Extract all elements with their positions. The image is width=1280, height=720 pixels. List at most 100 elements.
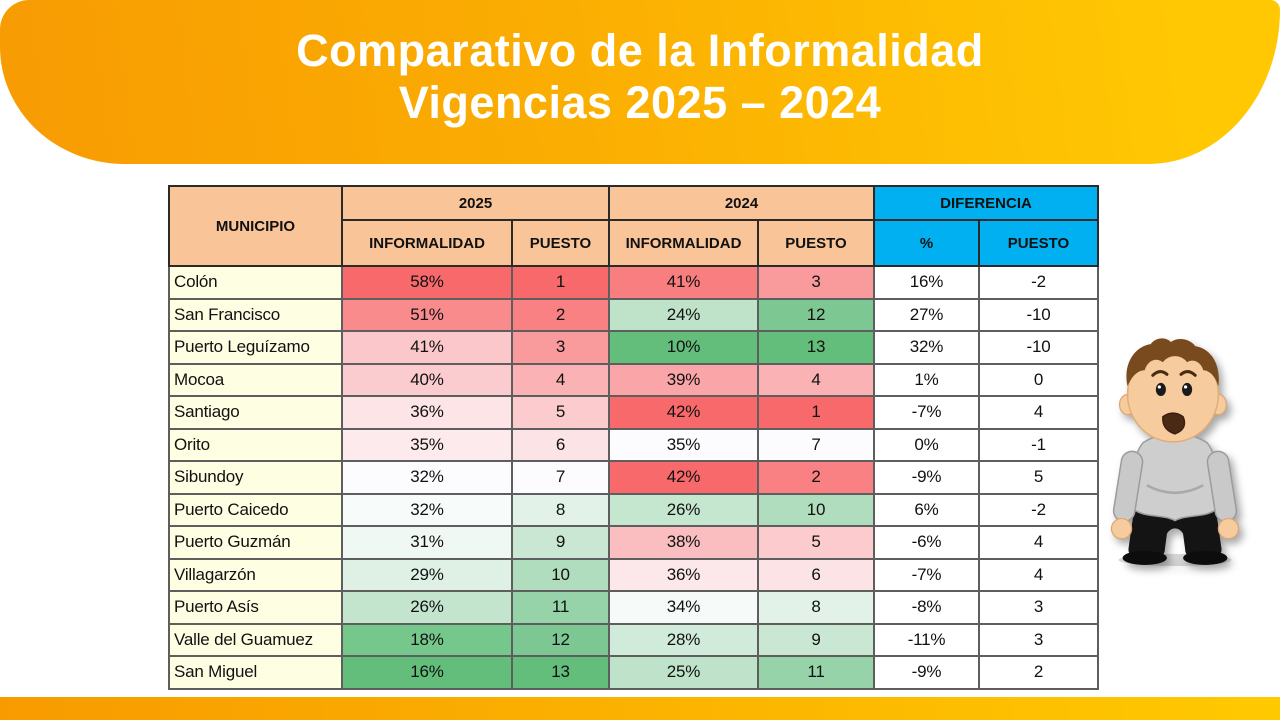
puesto-2024-cell: 2	[757, 460, 875, 495]
informalidad-2024-cell: 25%	[608, 655, 759, 690]
puesto-2025-cell: 10	[511, 557, 610, 592]
informalidad-2025-cell: 18%	[341, 622, 513, 657]
table-row: Santiago 36% 5 42% 1 -7% 4	[168, 395, 1100, 430]
puesto-2024-cell: 3	[757, 265, 875, 300]
puesto-2025-cell: 3	[511, 330, 610, 365]
municipio-cell: Orito	[168, 427, 343, 462]
diff-puesto-cell: -10	[977, 297, 1100, 332]
puesto-2025-header: PUESTO	[511, 219, 610, 267]
puesto-2024-cell: 4	[757, 362, 875, 397]
year-2024-header: 2024	[608, 185, 875, 221]
diff-pct-cell: -9%	[873, 655, 980, 690]
title-line-2: Vigencias 2025 – 2024	[398, 76, 882, 128]
footer-bar	[0, 697, 1280, 720]
diff-puesto-cell: 5	[977, 460, 1100, 495]
informalidad-2024-cell: 34%	[608, 590, 759, 625]
informalidad-2025-cell: 29%	[341, 557, 513, 592]
municipio-cell: San Miguel	[168, 655, 343, 690]
informalidad-2025-cell: 41%	[341, 330, 513, 365]
header-row-subcolumns: INFORMALIDAD PUESTO INFORMALIDAD PUESTO …	[169, 219, 1100, 267]
puesto-2024-cell: 8	[757, 590, 875, 625]
informalidad-2024-cell: 41%	[608, 265, 759, 300]
page-title: Comparativo de la Informalidad Vigencias…	[0, 0, 1280, 129]
diff-puesto-header: PUESTO	[977, 219, 1100, 267]
diff-pct-cell: -8%	[873, 590, 980, 625]
informalidad-2025-cell: 32%	[341, 460, 513, 495]
puesto-2025-cell: 12	[511, 622, 610, 657]
municipio-cell: Valle del Guamuez	[168, 622, 343, 657]
table-row: Puerto Asís 26% 11 34% 8 -8% 3	[168, 590, 1100, 625]
informalidad-2025-header: INFORMALIDAD	[341, 219, 513, 267]
table-row: Valle del Guamuez 18% 12 28% 9 -11% 3	[168, 622, 1100, 657]
diff-puesto-cell: -2	[977, 492, 1100, 527]
diff-puesto-cell: 3	[977, 622, 1100, 657]
puesto-2025-cell: 2	[511, 297, 610, 332]
left-eye-highlight	[1157, 385, 1161, 389]
left-shoe	[1122, 550, 1167, 565]
table-row: San Francisco 51% 2 24% 12 27% -10	[168, 297, 1100, 332]
puesto-2024-cell: 13	[757, 330, 875, 365]
shirt	[1131, 433, 1219, 522]
informalidad-2025-cell: 32%	[341, 492, 513, 527]
diff-pct-cell: -9%	[873, 460, 980, 495]
informalidad-2025-cell: 51%	[341, 297, 513, 332]
informalidad-2025-cell: 36%	[341, 395, 513, 430]
diff-pct-cell: 6%	[873, 492, 980, 527]
puesto-2024-cell: 1	[757, 395, 875, 430]
informalidad-2024-cell: 28%	[608, 622, 759, 657]
diff-puesto-cell: -1	[977, 427, 1100, 462]
table-body: Colón 58% 1 41% 3 16% -2 San Francisco 51% 2 24% 12…	[168, 265, 1100, 690]
informalidad-2025-cell: 26%	[341, 590, 513, 625]
diff-pct-cell: 27%	[873, 297, 980, 332]
puesto-2024-header: PUESTO	[757, 219, 875, 267]
informalidad-2024-cell: 35%	[608, 427, 759, 462]
diff-pct-cell: 0%	[873, 427, 980, 462]
table-row: Villagarzón 29% 10 36% 6 -7% 4	[168, 557, 1100, 592]
table-row: Orito 35% 6 35% 7 0% -1	[168, 427, 1100, 462]
puesto-2025-cell: 8	[511, 492, 610, 527]
diff-puesto-cell: 0	[977, 362, 1100, 397]
right-eye-highlight	[1183, 385, 1188, 389]
informalidad-2025-cell: 35%	[341, 427, 513, 462]
diff-puesto-cell: -10	[977, 330, 1100, 365]
table-row: Sibundoy 32% 7 42% 2 -9% 5	[168, 460, 1100, 495]
worried-boy-illustration	[1110, 338, 1240, 566]
right-eye	[1182, 382, 1193, 397]
header-row-groups: MUNICIPIO 2025 2024 DIFERENCIA	[168, 185, 1100, 267]
puesto-2024-cell: 10	[757, 492, 875, 527]
right-eyebrow	[1179, 370, 1197, 377]
informalidad-2024-header: INFORMALIDAD	[608, 219, 759, 267]
diferencia-header: DIFERENCIA	[872, 185, 1100, 221]
puesto-2025-cell: 11	[511, 590, 610, 625]
puesto-2025-cell: 1	[511, 265, 610, 300]
municipio-cell: Villagarzón	[168, 557, 343, 592]
municipio-cell: Puerto Leguízamo	[168, 330, 343, 365]
municipio-cell: Colón	[168, 265, 343, 300]
puesto-2025-cell: 9	[511, 525, 610, 560]
informalidad-2024-cell: 24%	[608, 297, 759, 332]
mouth	[1162, 412, 1186, 435]
informalidad-2025-cell: 16%	[341, 655, 513, 690]
informalidad-2024-cell: 38%	[608, 525, 759, 560]
diff-puesto-cell: -2	[977, 265, 1100, 300]
diff-pct-cell: 1%	[873, 362, 980, 397]
diff-pct-cell: 32%	[873, 330, 980, 365]
header-banner: Comparativo de la Informalidad Vigencias…	[0, 0, 1280, 164]
right-shoe	[1183, 550, 1228, 565]
informalidad-2024-cell: 10%	[608, 330, 759, 365]
informalidad-2024-cell: 42%	[608, 395, 759, 430]
municipio-cell: Sibundoy	[168, 460, 343, 495]
puesto-2025-cell: 6	[511, 427, 610, 462]
left-eye	[1155, 382, 1166, 397]
diff-pct-cell: -7%	[873, 395, 980, 430]
diff-puesto-cell: 4	[977, 395, 1100, 430]
informalidad-2025-cell: 31%	[341, 525, 513, 560]
diff-pct-cell: 16%	[873, 265, 980, 300]
puesto-2025-cell: 4	[511, 362, 610, 397]
puesto-2024-cell: 7	[757, 427, 875, 462]
municipio-cell: Santiago	[168, 395, 343, 430]
table-row: San Miguel 16% 13 25% 11 -9% 2	[168, 655, 1100, 690]
puesto-2024-cell: 9	[757, 622, 875, 657]
diff-puesto-cell: 4	[977, 557, 1100, 592]
